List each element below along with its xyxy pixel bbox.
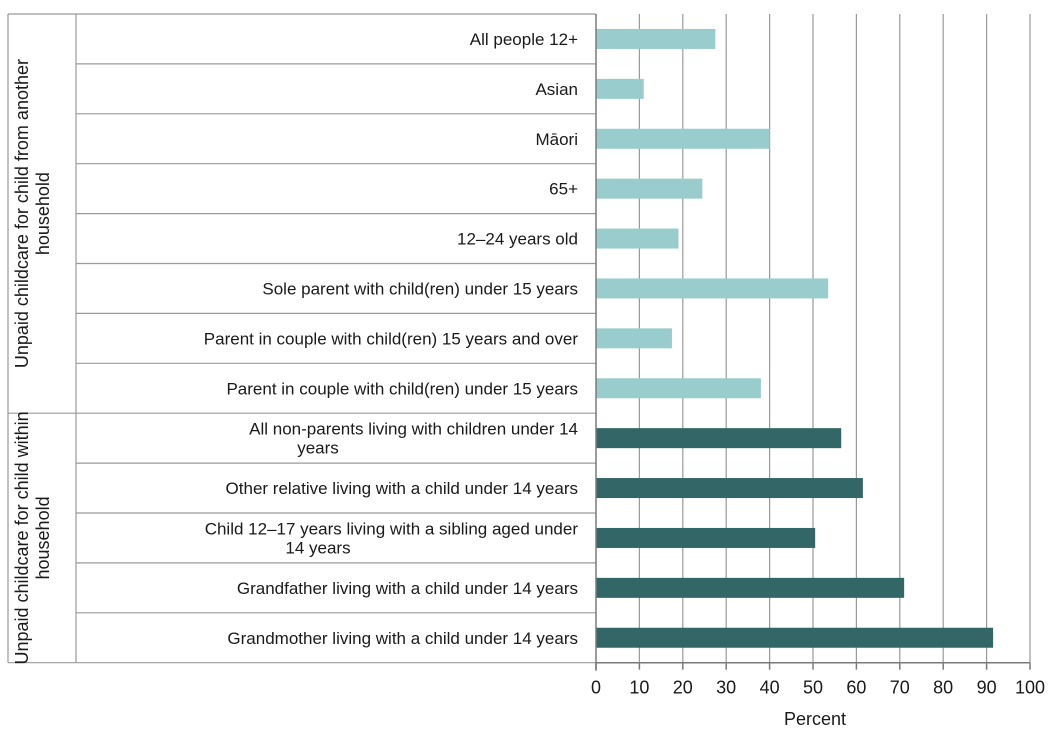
bar: [596, 328, 672, 349]
category-label: Other relative living with a child under…: [226, 479, 578, 498]
category-label: Māori: [535, 130, 578, 149]
x-tick-label: 80: [933, 678, 953, 698]
category-label: Grandfather living with a child under 14…: [237, 579, 578, 598]
x-tick-label: 50: [803, 678, 823, 698]
category-label: Asian: [535, 80, 578, 99]
x-tick-label: 10: [629, 678, 649, 698]
x-tick-label: 0: [591, 678, 601, 698]
group-label: Unpaid childcare for child withinhouseho…: [12, 411, 53, 664]
bar: [596, 228, 679, 249]
category-label: Grandmother living with a child under 14…: [227, 629, 578, 648]
bar: [596, 78, 644, 99]
category-label: 12–24 years old: [457, 230, 578, 249]
bar: [596, 278, 829, 299]
x-tick-label: 90: [977, 678, 997, 698]
x-tick-label: 30: [716, 678, 736, 698]
category-label: Parent in couple with child(ren) 15 year…: [204, 329, 579, 348]
x-tick-label: 40: [760, 678, 780, 698]
group-label: Unpaid childcare for child from anotherh…: [12, 59, 53, 368]
category-label: All people 12+: [470, 30, 578, 49]
category-labels: All people 12+ Asian Māori 65+ 12–24 years o…: [204, 30, 579, 648]
category-label: Parent in couple with child(ren) under 1…: [226, 379, 578, 398]
bar: [596, 478, 863, 499]
bar: [596, 428, 842, 449]
x-axis: 0 10 20 30 40 50 60 70 80 90 100: [591, 14, 1045, 698]
category-label: All non-parents living with children und…: [249, 420, 578, 458]
x-tick-label: 100: [1015, 678, 1045, 698]
bar: [596, 128, 770, 149]
gridlines: [638, 14, 1031, 663]
category-label: Child 12–17 years living with a sibling …: [205, 519, 579, 557]
bar: [596, 627, 994, 648]
x-axis-title: Percent: [784, 709, 846, 729]
row-separators: [7, 13, 596, 664]
bar: [596, 527, 816, 548]
group-labels: Unpaid childcare for child from anotherh…: [12, 59, 53, 664]
x-tick-label: 70: [890, 678, 910, 698]
bar: [596, 577, 905, 598]
bar: [596, 178, 703, 199]
x-tick-label: 60: [846, 678, 866, 698]
bar: [596, 28, 716, 49]
bar: [596, 378, 761, 399]
bars: [596, 28, 994, 648]
category-label: Sole parent with child(ren) under 15 yea…: [262, 279, 578, 298]
x-tick-label: 20: [673, 678, 693, 698]
category-label: 65+: [549, 180, 578, 199]
